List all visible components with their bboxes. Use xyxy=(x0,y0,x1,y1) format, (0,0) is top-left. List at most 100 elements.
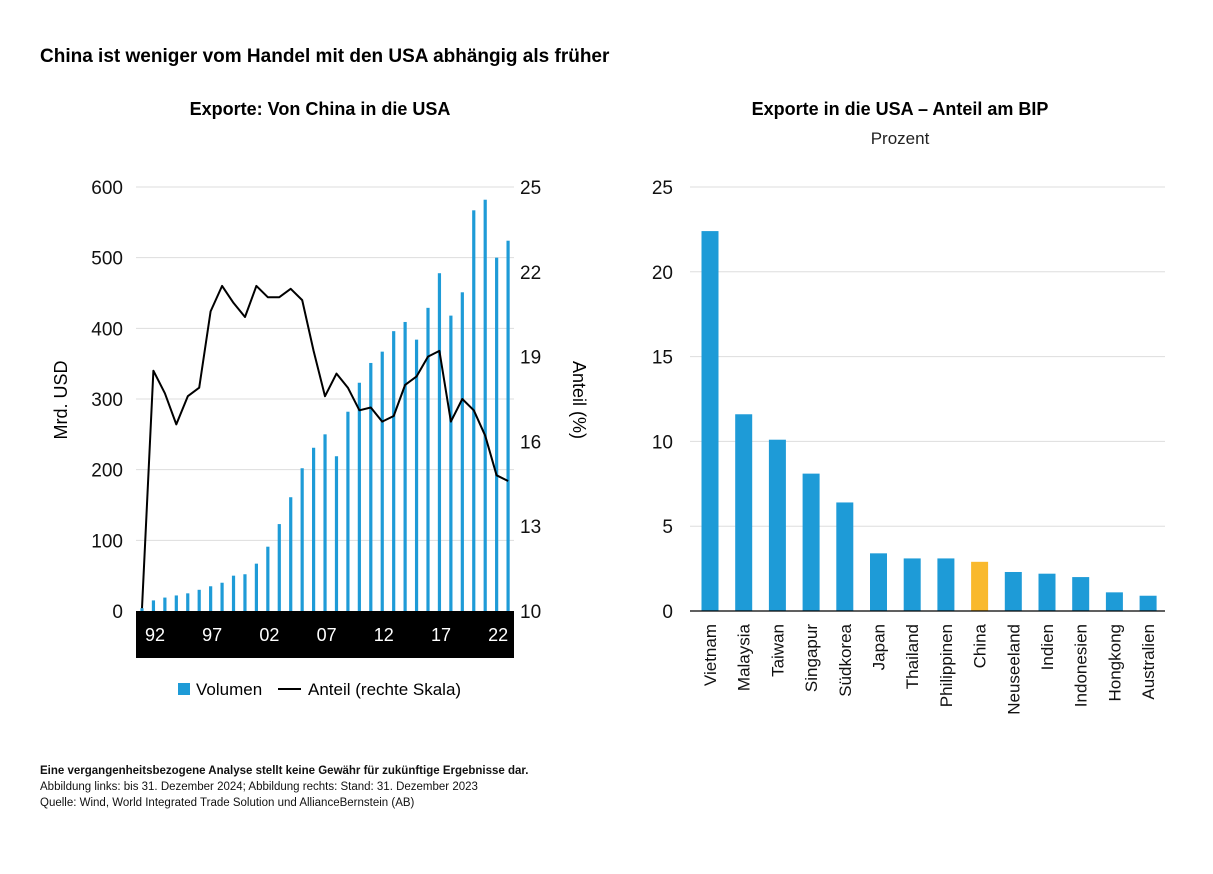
bar-volumen-2023 xyxy=(495,257,499,611)
bar-indien xyxy=(1038,573,1056,611)
x-category-label: Indonesien xyxy=(1072,624,1091,707)
bar-indonesien xyxy=(1072,577,1090,611)
bar-volumen-1997 xyxy=(197,589,201,611)
bar-volumen-2011 xyxy=(357,382,361,611)
right-y-tick-label: 22 xyxy=(520,263,541,284)
bar-volumen-2022 xyxy=(483,199,487,611)
legend: Volumen Anteil (rechte Skala) xyxy=(178,680,461,699)
bar-volumen-2024 xyxy=(506,240,510,611)
bar-volumen-2012 xyxy=(369,362,373,611)
bar-singapur xyxy=(802,473,820,611)
bar-volumen-1998 xyxy=(209,586,213,611)
bar-japan xyxy=(870,553,887,611)
bar-volumen-2020 xyxy=(460,292,464,611)
bar-volumen-2004 xyxy=(277,524,281,611)
bar-hongkong xyxy=(1105,592,1123,611)
bar-volumen-2015 xyxy=(403,321,407,611)
left-y-tick-label: 300 xyxy=(91,390,123,411)
x-category-label: Neuseeland xyxy=(1004,624,1023,715)
bar-südkorea xyxy=(836,502,854,611)
right-y-axis-label: Anteil (%) xyxy=(569,361,589,439)
bar-vietnam xyxy=(701,231,719,611)
bar-volumen-2014 xyxy=(392,331,396,611)
right-y-tick-label: 10 xyxy=(520,602,541,623)
bar-china xyxy=(971,561,989,611)
left-y-tick-label: 200 xyxy=(91,461,123,482)
bar-volumen-1999 xyxy=(220,582,224,611)
x-tick-label: 97 xyxy=(202,625,222,645)
bar-volumen-1994 xyxy=(163,597,167,611)
x-category-label: Philippinen xyxy=(937,624,956,707)
bar-volumen-1992 xyxy=(140,608,144,611)
right-chart-title: Exporte in die USA – Anteil am BIP xyxy=(752,99,1049,119)
bar-volumen-2003 xyxy=(266,546,270,611)
main-title: China ist weniger vom Handel mit den USA… xyxy=(40,46,610,67)
right-y-tick-label: 19 xyxy=(520,348,541,369)
x-category-label: Südkorea xyxy=(836,623,855,696)
legend-label-anteil: Anteil (rechte Skala) xyxy=(308,680,461,699)
x-category-label: China xyxy=(971,623,990,668)
y-tick-label: 10 xyxy=(652,432,673,453)
y-tick-label: 0 xyxy=(662,602,673,623)
x-tick-label: 22 xyxy=(488,625,508,645)
legend-label-volumen: Volumen xyxy=(196,680,262,699)
bar-volumen-2017 xyxy=(426,307,430,611)
left-y-tick-label: 100 xyxy=(91,531,123,552)
bar-volumen-2006 xyxy=(300,468,304,611)
x-category-label: Vietnam xyxy=(701,624,720,686)
bar-volumen-2013 xyxy=(380,351,384,611)
left-y-tick-label: 600 xyxy=(91,178,123,199)
legend-swatch-volumen xyxy=(178,683,190,695)
bar-malaysia xyxy=(735,414,753,611)
x-axis-band xyxy=(136,611,514,658)
left-y-tick-label: 400 xyxy=(91,319,123,340)
bar-volumen-2008 xyxy=(323,434,327,611)
y-tick-label: 25 xyxy=(652,178,673,199)
bar-volumen-2001 xyxy=(243,574,247,611)
right-y-tick-label: 13 xyxy=(520,517,541,538)
bar-volumen-2005 xyxy=(289,497,293,611)
bar-volumen-2016 xyxy=(414,339,419,611)
x-category-label: Indien xyxy=(1038,624,1057,670)
left-chart-title: Exporte: Von China in die USA xyxy=(190,99,451,119)
x-category-label: Malaysia xyxy=(735,623,754,691)
x-tick-label: 92 xyxy=(145,625,165,645)
bar-thailand xyxy=(903,558,921,611)
x-tick-label: 17 xyxy=(431,625,451,645)
x-tick-label: 07 xyxy=(317,625,337,645)
x-category-label: Thailand xyxy=(903,624,922,689)
bar-volumen-1996 xyxy=(186,593,190,611)
bar-neuseeland xyxy=(1004,571,1022,611)
bar-volumen-2000 xyxy=(231,575,236,611)
x-category-label: Taiwan xyxy=(768,624,787,677)
bar-volumen-2002 xyxy=(254,563,258,611)
x-tick-label: 12 xyxy=(374,625,394,645)
y-tick-label: 20 xyxy=(652,263,673,284)
right-y-tick-label: 16 xyxy=(520,432,541,453)
footer-source: Quelle: Wind, World Integrated Trade Sol… xyxy=(40,797,415,809)
bar-volumen-2007 xyxy=(312,447,316,611)
right-chart-subtitle: Prozent xyxy=(871,129,930,148)
bar-volumen-1993 xyxy=(151,600,156,611)
line-anteil xyxy=(141,284,509,609)
y-tick-label: 15 xyxy=(652,348,673,369)
bar-volumen-1995 xyxy=(174,595,178,611)
x-category-label: Japan xyxy=(870,624,889,670)
x-category-label: Hongkong xyxy=(1105,624,1124,702)
x-category-label: Singapur xyxy=(802,624,821,692)
bar-volumen-2019 xyxy=(449,315,453,611)
right-y-tick-label: 25 xyxy=(520,178,541,199)
footer-disclaimer: Eine vergangenheitsbezogene Analyse stel… xyxy=(40,765,529,777)
left-y-axis-label: Mrd. USD xyxy=(51,360,71,439)
bar-volumen-2009 xyxy=(334,456,339,611)
x-tick-label: 02 xyxy=(259,625,279,645)
bar-taiwan xyxy=(768,439,786,611)
bar-volumen-2010 xyxy=(346,411,350,611)
footer-dates: Abbildung links: bis 31. Dezember 2024; … xyxy=(40,781,478,793)
left-y-tick-label: 500 xyxy=(91,249,123,270)
bar-australien xyxy=(1139,595,1157,611)
x-category-label: Australien xyxy=(1139,624,1158,700)
bar-volumen-2018 xyxy=(437,273,442,611)
